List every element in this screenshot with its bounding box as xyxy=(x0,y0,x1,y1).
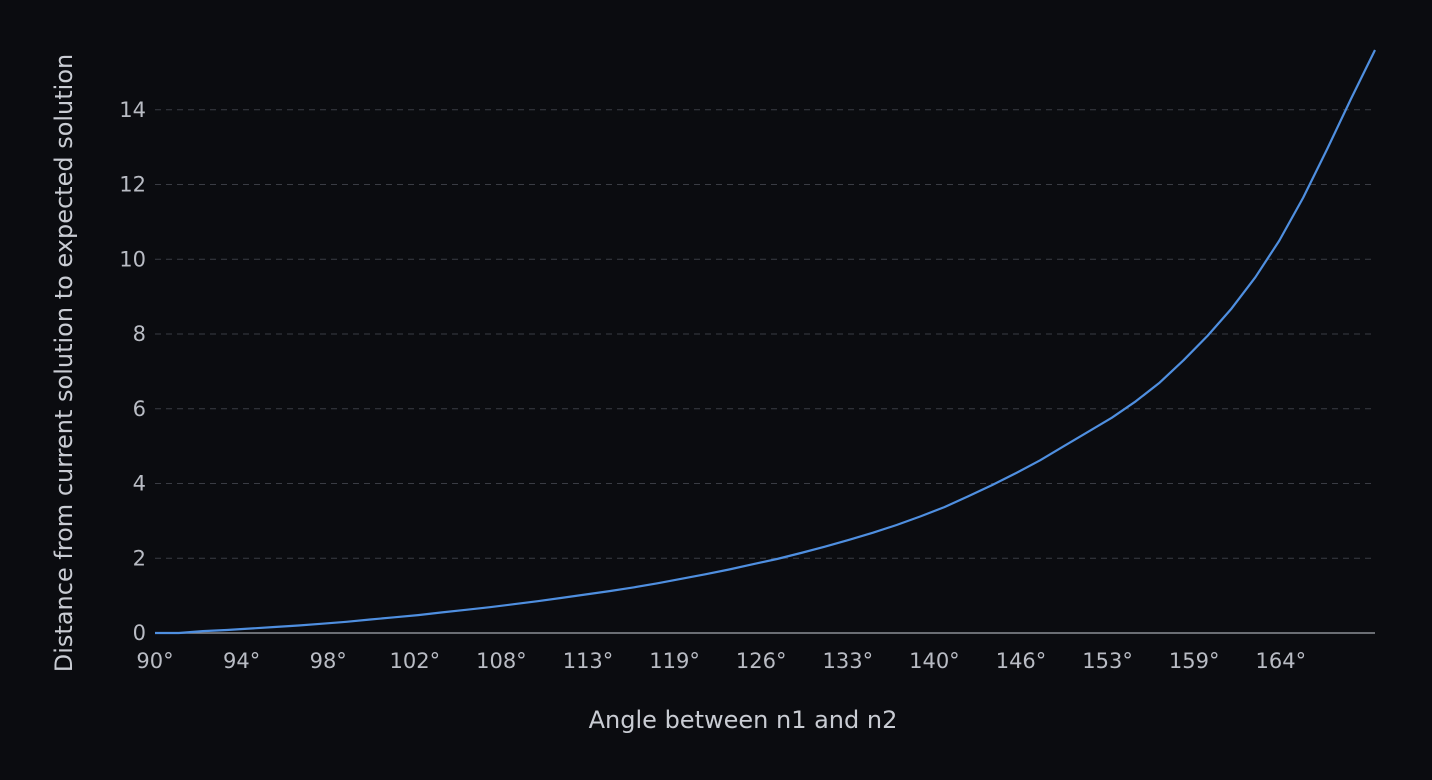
x-tick-label: 133° xyxy=(823,649,874,673)
series-line xyxy=(155,49,1376,635)
x-tick-label: 126° xyxy=(736,649,787,673)
x-tick-label: 98° xyxy=(310,649,347,673)
y-tick-label: 6 xyxy=(133,397,146,421)
y-tick-label: 4 xyxy=(133,472,146,496)
x-tick-labels: 90° 94° 98° 102° 108° 113° 119° 126° 133° 140° 146… xyxy=(136,649,1306,673)
y-tick-labels: 0 2 4 6 8 10 12 14 xyxy=(119,98,146,645)
x-tick-label: 140° xyxy=(909,649,960,673)
x-tick-label: 113° xyxy=(563,649,614,673)
x-tick-label: 94° xyxy=(223,649,260,673)
x-tick-label: 90° xyxy=(136,649,173,673)
x-tick-label: 159° xyxy=(1169,649,1220,673)
x-tick-label: 146° xyxy=(996,649,1047,673)
x-tick-label: 108° xyxy=(476,649,527,673)
y-tick-label: 10 xyxy=(119,247,146,271)
y-axis-title: Distance from current solution to expect… xyxy=(50,54,78,672)
gridlines xyxy=(155,109,1375,559)
y-tick-label: 14 xyxy=(119,98,146,122)
x-axis-title: Angle between n1 and n2 xyxy=(589,706,898,734)
y-tick-label: 12 xyxy=(119,173,146,197)
x-tick-label: 102° xyxy=(390,649,441,673)
y-tick-label: 0 xyxy=(133,621,146,645)
y-tick-label: 2 xyxy=(133,546,146,570)
x-tick-label: 164° xyxy=(1256,649,1307,673)
y-tick-label: 8 xyxy=(133,322,146,346)
x-tick-label: 153° xyxy=(1082,649,1133,673)
x-tick-label: 119° xyxy=(649,649,700,673)
